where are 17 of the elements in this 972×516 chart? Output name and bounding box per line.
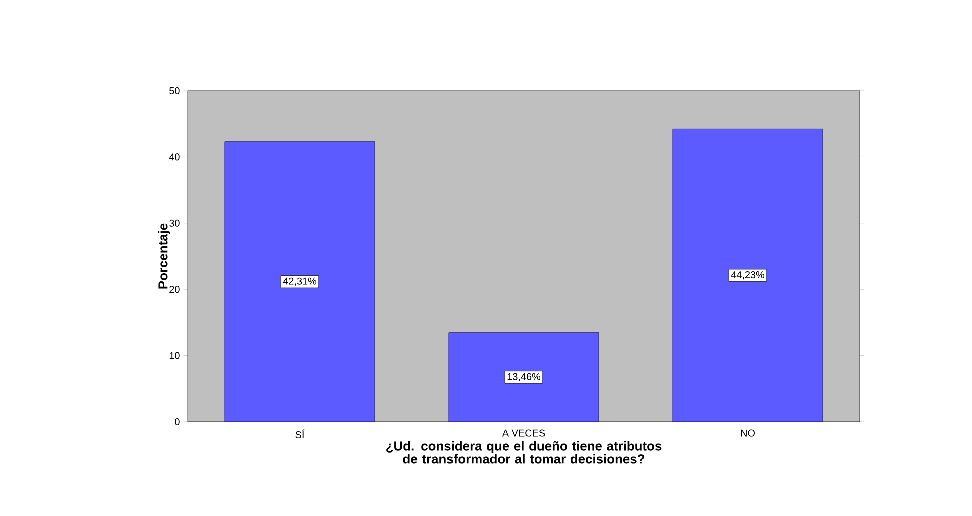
x-tick-label: NO	[741, 430, 756, 437]
bar	[672, 128, 824, 422]
y-axis-title: Porcentaje	[158, 224, 170, 289]
x-tick-label: SÍ	[296, 430, 305, 438]
y-tick-label: 0	[175, 418, 180, 426]
data-label: 44,23%	[731, 271, 765, 280]
data-label: 42,31%	[283, 278, 317, 286]
data-label: 13,46%	[508, 373, 541, 382]
bar	[448, 332, 600, 422]
y-tick-label: 40	[169, 154, 180, 161]
y-tick-label: 30	[170, 220, 180, 227]
bar	[224, 142, 376, 422]
y-tick-label: 20	[170, 286, 180, 294]
x-axis-title: ¿Ud. considera que el dueño tiene atributos de transformador al tomar decisiones?	[386, 441, 662, 464]
y-tick-label: 10	[170, 352, 180, 360]
x-tick-label: A VECES	[502, 430, 546, 437]
y-tick-label: 50	[170, 87, 180, 95]
